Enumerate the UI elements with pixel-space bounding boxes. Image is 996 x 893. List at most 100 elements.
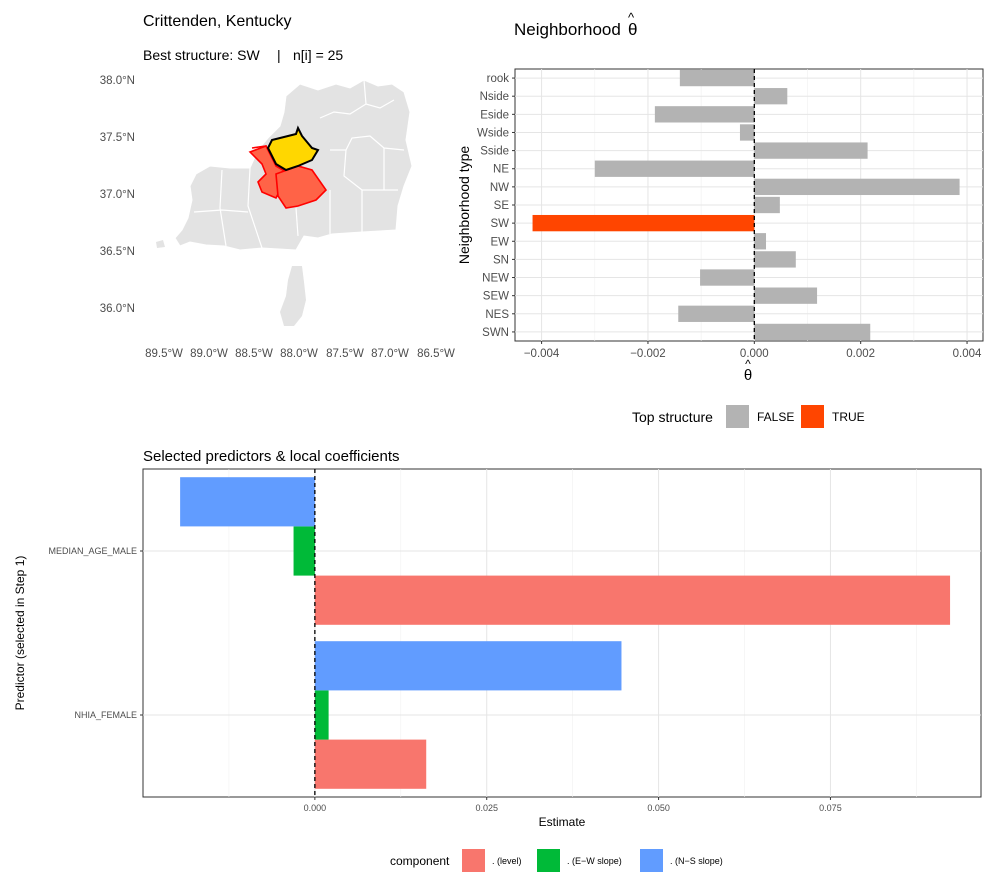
theta-chart-title-hat: ^ xyxy=(628,10,635,25)
x-tick-label: −0.004 xyxy=(524,348,560,360)
legend-label-ew-slope: . (E−W slope) xyxy=(567,856,622,866)
lon-tick-label: 88.5°W xyxy=(235,348,273,360)
legend-key-ew-slope xyxy=(537,849,560,872)
theta-y-axis-label: Neighborhood type xyxy=(456,146,472,265)
legend-key-false xyxy=(726,405,749,428)
x-tick-label: 0.004 xyxy=(953,348,982,360)
x-tick-label: 0.000 xyxy=(304,803,327,813)
theta-bar-wside xyxy=(739,124,755,141)
theta-bar-sn xyxy=(754,251,796,268)
coef-bar-median-age-male-0 xyxy=(314,575,951,625)
x-tick-label: 0.002 xyxy=(846,348,875,360)
theta-chart-title-symbol: θ xyxy=(628,20,637,39)
legend-key-true xyxy=(801,405,824,428)
coef-x-tick-labels: 0.000 0.025 0.050 0.075 xyxy=(304,797,842,813)
lat-tick-label: 37.0°N xyxy=(100,189,135,201)
county-boundaries xyxy=(193,79,405,249)
theta-x-axis-label: θ xyxy=(744,367,752,384)
map-subtitle-separator: | xyxy=(277,47,281,63)
category-label: EW xyxy=(490,236,509,248)
x-tick-label: 0.075 xyxy=(819,803,842,813)
coef-bar-median-age-male-2 xyxy=(180,477,315,527)
category-label: Nside xyxy=(480,91,509,103)
x-tick-label: −0.002 xyxy=(630,348,666,360)
theta-bar-eside xyxy=(654,106,755,123)
category-label: NHIA_FEMALE xyxy=(74,710,137,720)
category-label: NW xyxy=(490,182,509,194)
lon-tick-label: 86.5°W xyxy=(417,348,455,360)
category-label: Wside xyxy=(477,127,509,139)
category-label: NEW xyxy=(482,273,509,285)
map-lon-axis: 89.5°W 89.0°W 88.5°W 88.0°W 87.5°W 87.0°… xyxy=(145,348,455,360)
theta-bar-sside xyxy=(754,142,868,159)
lat-tick-label: 36.5°N xyxy=(100,246,135,258)
category-label: NES xyxy=(485,309,509,321)
theta-chart-title: Neighborhood xyxy=(514,20,621,39)
theta-bar-ne xyxy=(594,160,755,177)
theta-bar-sw xyxy=(532,214,755,232)
theta-bar-nside xyxy=(754,88,788,105)
lat-tick-label: 38.0°N xyxy=(100,75,135,87)
top-structure-legend: Top structure FALSE TRUE xyxy=(632,405,865,428)
theta-x-tick-labels: −0.004 −0.002 0.000 0.002 0.004 xyxy=(524,341,982,360)
legend-title: component xyxy=(390,854,450,868)
category-label: NE xyxy=(493,164,509,176)
category-label: MEDIAN_AGE_MALE xyxy=(48,546,137,556)
theta-bars xyxy=(532,69,960,341)
lon-tick-label: 89.0°W xyxy=(190,348,228,360)
theta-bar-new xyxy=(700,269,755,286)
lon-tick-label: 88.0°W xyxy=(280,348,318,360)
county-map-fragment xyxy=(156,240,165,248)
coef-bar-median-age-male-1 xyxy=(293,526,315,576)
coef-bar-nhia-female-0 xyxy=(314,739,427,789)
coef-bars xyxy=(180,477,951,789)
legend-label-true: TRUE xyxy=(832,410,865,424)
coef-bar-nhia-female-2 xyxy=(314,641,622,691)
lat-tick-label: 37.5°N xyxy=(100,132,135,144)
legend-key-level xyxy=(462,849,485,872)
lon-tick-label: 87.5°W xyxy=(326,348,364,360)
map-title: Crittenden, Kentucky xyxy=(143,13,292,30)
category-label: rook xyxy=(487,73,510,85)
neighborhood-chart: Neighborhood θ ^ rook Nside Eside Wside Ssid… xyxy=(456,10,984,428)
coef-category-labels: MEDIAN_AGE_MALE NHIA_FEMALE xyxy=(48,546,143,720)
component-legend: component . (level) . (E−W slope) . (N−S… xyxy=(390,849,723,872)
map-subtitle-structure: Best structure: SW xyxy=(143,47,260,63)
x-tick-label: 0.050 xyxy=(647,803,670,813)
theta-x-axis-label-hat: ^ xyxy=(745,357,751,371)
lat-tick-label: 36.0°N xyxy=(100,303,135,315)
theta-bar-ew xyxy=(754,233,767,250)
coef-chart-title: Selected predictors & local coefficients xyxy=(143,448,400,465)
map-subtitle-n: n[i] = 25 xyxy=(293,47,343,63)
map-lat-axis: 38.0°N 37.5°N 37.0°N 36.5°N 36.0°N xyxy=(100,75,135,315)
theta-bar-se xyxy=(754,196,780,214)
lon-tick-label: 87.0°W xyxy=(371,348,409,360)
legend-key-ns-slope xyxy=(640,849,663,872)
legend-title: Top structure xyxy=(632,409,713,425)
county-map-south xyxy=(280,266,306,326)
theta-bar-rook xyxy=(679,69,755,87)
category-label: SEW xyxy=(483,291,509,303)
category-label: Sside xyxy=(480,146,509,158)
lon-tick-label: 89.5°W xyxy=(145,348,183,360)
theta-category-labels: rook Nside Eside Wside Sside NE NW SE SW EW SN NEW S… xyxy=(477,73,515,339)
legend-label-false: FALSE xyxy=(757,410,794,424)
category-label: SW xyxy=(490,218,509,230)
category-label: Eside xyxy=(480,109,509,121)
legend-label-ns-slope: . (N−S slope) xyxy=(670,856,723,866)
theta-bar-sew xyxy=(754,287,818,304)
focal-county xyxy=(266,125,320,172)
theta-bar-swn xyxy=(754,323,871,341)
category-label: SE xyxy=(494,200,510,212)
neighbor-county-south xyxy=(275,165,328,209)
coef-bar-nhia-female-1 xyxy=(314,690,329,740)
coef-y-axis-label: Predictor (selected in Step 1) xyxy=(13,556,27,711)
theta-bar-nes xyxy=(678,305,755,322)
category-label: SWN xyxy=(482,327,509,339)
legend-label-level: . (level) xyxy=(492,856,522,866)
map-panel: Crittenden, Kentucky Best structure: SW … xyxy=(100,13,455,360)
x-tick-label: 0.025 xyxy=(475,803,498,813)
county-map xyxy=(156,79,413,326)
coef-x-axis-label: Estimate xyxy=(539,815,586,829)
